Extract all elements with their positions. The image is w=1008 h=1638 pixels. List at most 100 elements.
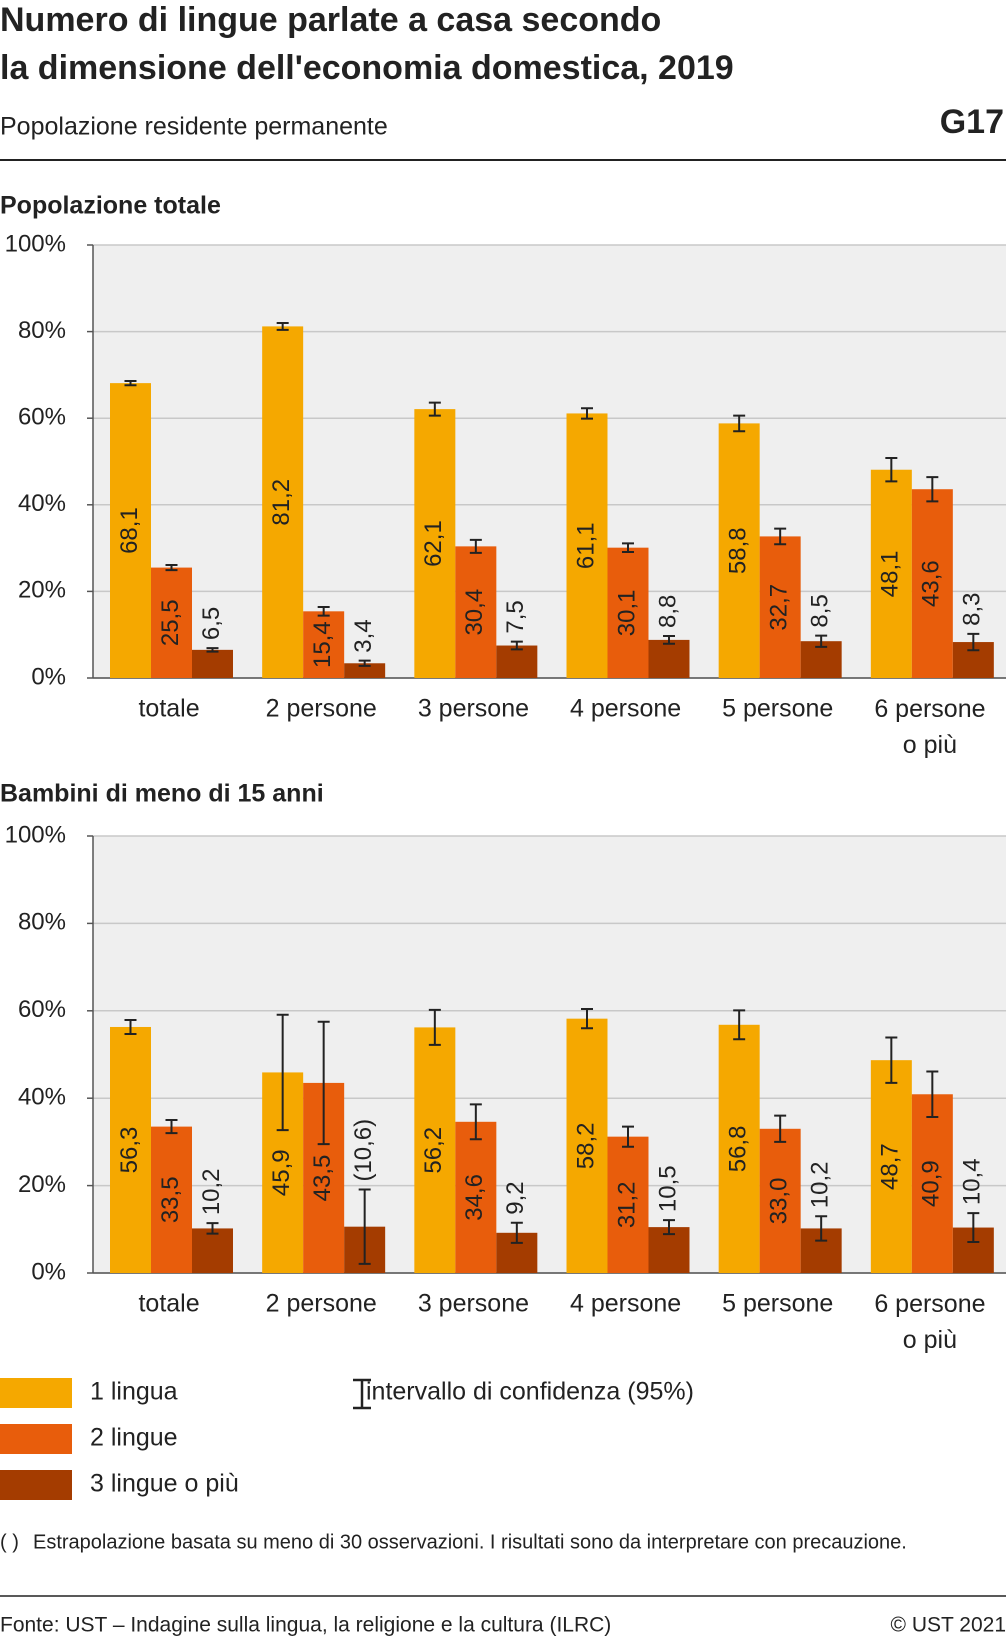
x-tick-label: 2 persone <box>266 695 377 723</box>
value-label: 25,5 <box>157 599 184 646</box>
error-bar <box>510 1221 523 1244</box>
x-tick-label: 4 persone <box>570 695 681 723</box>
error-bar <box>358 1188 371 1265</box>
error-bar <box>469 538 482 554</box>
x-tick-label: 5 persone <box>722 695 833 723</box>
y-tick-label: 100% <box>5 821 66 848</box>
bar <box>414 1027 456 1273</box>
x-tick-label: 2 persone <box>266 1290 377 1318</box>
y-tick-label: 60% <box>18 996 66 1023</box>
error-bar <box>663 1219 675 1236</box>
legend-swatch <box>0 1378 72 1408</box>
bar <box>607 1136 649 1273</box>
bar <box>759 536 801 678</box>
error-bar <box>317 605 330 617</box>
value-label: 10,2 <box>807 1161 834 1208</box>
error-bar <box>815 634 828 648</box>
bar <box>303 611 345 678</box>
bar <box>192 649 233 678</box>
y-tick-label: 80% <box>18 909 66 936</box>
value-label: 58,8 <box>725 527 752 574</box>
y-tick-label: 60% <box>18 404 66 431</box>
value-label: 61,1 <box>572 522 599 569</box>
bar <box>759 1128 801 1273</box>
source: Fonte: UST – Indagine sulla lingua, la r… <box>0 1614 611 1637</box>
legend-swatch <box>0 1470 72 1500</box>
value-label: 30,4 <box>461 589 488 636</box>
plot-area <box>93 836 1006 1273</box>
footnote-text: Estrapolazione basata su meno di 30 osse… <box>33 1531 907 1553</box>
value-label: 32,7 <box>766 584 793 631</box>
value-label: 33,5 <box>157 1176 184 1223</box>
x-tick-label: totale <box>138 1290 199 1318</box>
error-bar <box>926 1070 939 1118</box>
x-tick-label: totale <box>138 695 199 723</box>
error-bar <box>967 1212 980 1243</box>
error-bar <box>733 414 746 433</box>
bar <box>455 546 497 678</box>
value-label: 62,1 <box>420 520 447 567</box>
value-label: 40,9 <box>918 1160 945 1207</box>
bar <box>870 469 912 678</box>
value-label: 43,6 <box>918 560 945 607</box>
value-label: 33,0 <box>766 1178 793 1225</box>
error-bar <box>428 401 441 417</box>
error-bar <box>774 527 787 546</box>
legend-label: 3 lingue o più <box>90 1470 239 1498</box>
value-label: 30,1 <box>613 589 640 636</box>
y-tick-label: 40% <box>18 1084 66 1111</box>
value-label: 81,2 <box>268 479 295 526</box>
bar <box>718 1024 760 1273</box>
ci-legend-icon <box>353 1378 371 1410</box>
bar <box>566 1018 608 1273</box>
error-bar <box>165 563 178 572</box>
bar <box>262 326 304 678</box>
chart-code: G17 <box>940 103 1004 141</box>
x-tick-label: 3 persone <box>418 695 529 723</box>
error-bar <box>885 1036 898 1084</box>
value-label: (10,6) <box>350 1119 377 1182</box>
error-bar <box>622 542 634 553</box>
y-tick-label: 80% <box>18 317 66 344</box>
bar <box>151 567 192 678</box>
error-bar <box>469 1103 482 1141</box>
y-tick-label: 100% <box>5 230 66 257</box>
bar <box>110 383 151 678</box>
error-bar <box>581 407 593 420</box>
copyright: © UST 2021 <box>891 1614 1006 1637</box>
y-tick-label: 40% <box>18 490 66 517</box>
bar <box>911 489 953 678</box>
panel-title: Popolazione totale <box>0 192 221 220</box>
value-label: 10,4 <box>959 1158 986 1205</box>
value-label: 10,5 <box>654 1165 681 1212</box>
error-bar <box>206 647 219 653</box>
legend-swatch <box>0 1424 72 1454</box>
value-label: 43,5 <box>309 1155 336 1202</box>
bar <box>718 423 760 678</box>
footnote-symbol: ( ) <box>0 1531 19 1553</box>
y-tick-label: 20% <box>18 577 66 604</box>
error-bar <box>967 632 980 652</box>
error-bar <box>276 321 289 331</box>
bar <box>414 409 456 678</box>
x-tick-label: 5 persone <box>722 1290 833 1318</box>
error-bar <box>428 1008 441 1046</box>
bar <box>496 645 538 678</box>
bar <box>911 1094 953 1273</box>
panel-title: Bambini di meno di 15 anni <box>0 780 324 808</box>
error-bar <box>622 1125 634 1148</box>
y-tick-label: 20% <box>18 1171 66 1198</box>
error-bar <box>124 1018 137 1035</box>
bar <box>607 547 649 678</box>
legend-label: 1 lingua <box>90 1378 178 1406</box>
value-label: 9,2 <box>502 1181 529 1214</box>
bar <box>192 1228 233 1273</box>
value-label: 7,5 <box>502 600 529 633</box>
page-title: Numero di lingue parlate a casa secondo l… <box>0 1 734 87</box>
plot-area <box>93 245 1006 678</box>
error-bar <box>124 379 137 387</box>
error-bar <box>663 634 675 645</box>
value-label: 58,2 <box>572 1122 599 1169</box>
error-bar <box>317 1020 330 1146</box>
error-bar <box>510 640 523 651</box>
